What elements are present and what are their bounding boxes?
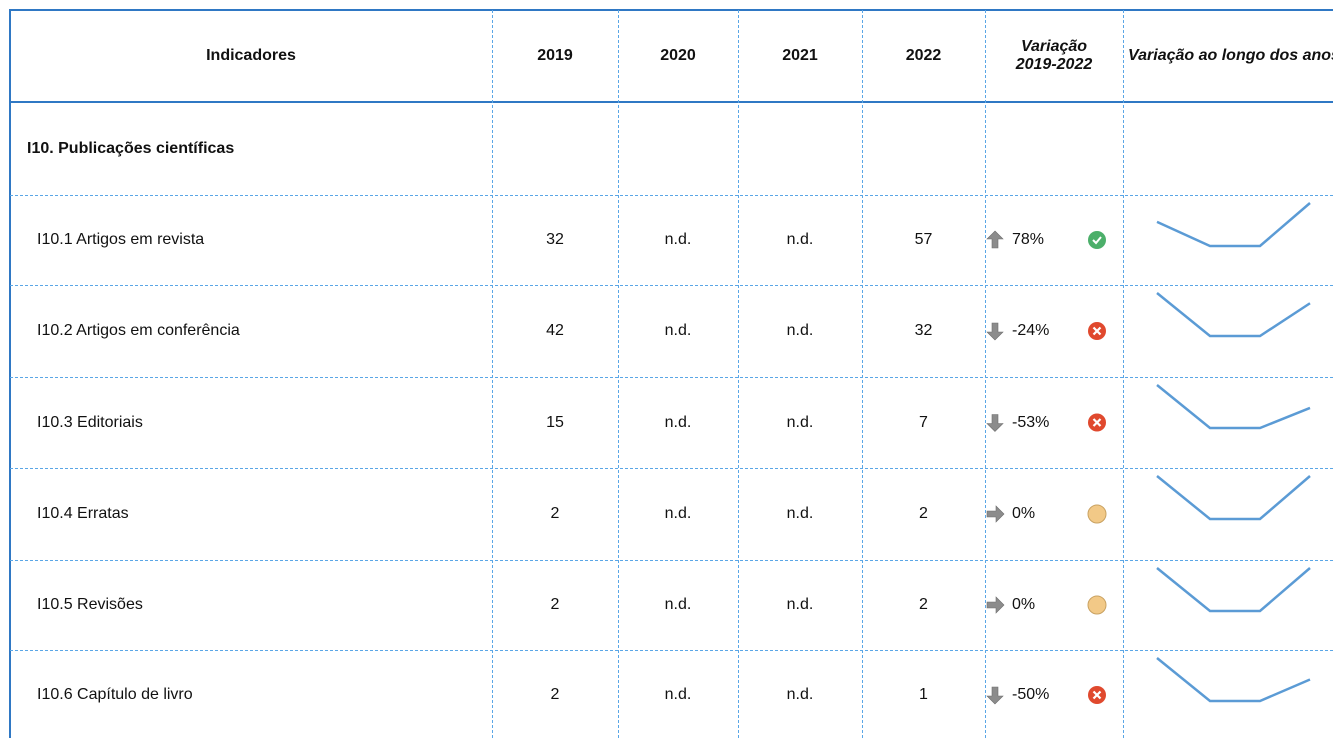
value-cell: 2 [919, 505, 928, 522]
value-cell: n.d. [786, 596, 814, 613]
column-divider [985, 10, 986, 738]
row-label: I10.4 Erratas [37, 505, 129, 522]
value-cell: 42 [546, 322, 564, 339]
value-cell: 7 [919, 413, 928, 431]
column-divider [862, 10, 863, 738]
value-cell: n.d. [664, 505, 692, 522]
column-divider [618, 10, 619, 738]
value-cell: n.d. [786, 231, 814, 248]
arrow-shape [986, 686, 1004, 705]
row-divider [10, 650, 1333, 651]
check [1092, 236, 1102, 245]
variation-label: 78% [1012, 231, 1045, 248]
column-divider [1123, 10, 1124, 738]
variation-label: 0% [1012, 505, 1036, 522]
header-cell: 2019 [537, 47, 573, 64]
cross [1092, 690, 1102, 700]
column-divider [738, 10, 739, 738]
row-divider [10, 285, 1333, 286]
value-cell: 2 [919, 596, 928, 613]
status-good [1088, 231, 1106, 249]
arrow-shape [986, 230, 1004, 249]
value-cell: n.d. [786, 505, 814, 522]
value-cell: 2 [550, 505, 560, 522]
row-label: I10.6 Capítulo de livro [37, 686, 193, 703]
value-cell: 2 [550, 596, 560, 613]
header-bottom-border [9, 101, 1333, 103]
trend-arrow [986, 322, 1004, 341]
sparkline [1156, 384, 1311, 430]
value-cell: n.d. [664, 413, 692, 431]
sparkline [1156, 202, 1311, 248]
value-cell: 2 [550, 686, 560, 703]
row-label: I10.1 Artigos em revista [37, 231, 205, 248]
header-cell: 2022 [905, 47, 942, 64]
arrow-shape [986, 596, 1005, 614]
cross [1092, 418, 1102, 427]
value-cell: n.d. [786, 413, 814, 431]
value-cell: n.d. [786, 322, 814, 339]
value-cell: 32 [914, 322, 933, 339]
value-cell: 57 [914, 231, 933, 248]
trend-arrow [986, 686, 1004, 705]
trend-arrow [986, 414, 1004, 432]
arrow-shape [986, 414, 1004, 432]
row-divider [10, 195, 1333, 196]
value-cell: n.d. [664, 231, 692, 248]
value-cell: n.d. [786, 686, 814, 703]
status-neutral [1087, 595, 1107, 615]
arrow-shape [986, 505, 1005, 523]
outer-top-border [9, 9, 1333, 11]
trend-arrow [986, 230, 1004, 249]
value-cell: n.d. [664, 596, 692, 613]
row-divider [10, 468, 1333, 469]
cross [1092, 326, 1102, 336]
value-cell: n.d. [664, 322, 692, 339]
value-cell: 15 [546, 413, 564, 431]
arrow-shape [986, 322, 1004, 341]
value-cell: 32 [546, 231, 564, 248]
sparkline [1156, 657, 1311, 703]
variation-label: 0% [1012, 596, 1036, 613]
outer-left-border [9, 9, 11, 738]
sparkline [1156, 475, 1311, 521]
trend-arrow [986, 505, 1005, 523]
row-divider [10, 377, 1333, 378]
column-divider [492, 10, 493, 738]
status-neutral [1087, 504, 1107, 524]
row-label: I10.5 Revisões [37, 596, 143, 613]
header-cell: Variação 2019-2022 [1015, 38, 1093, 73]
section-label: I10. Publicações científicas [27, 139, 235, 157]
variation-label: -53% [1012, 413, 1050, 431]
header-cell: 2021 [782, 47, 818, 64]
header-cell: Variação ao longo dos anos [1128, 47, 1333, 64]
header-cell: 2020 [660, 47, 696, 64]
sparkline [1156, 567, 1311, 613]
variation-label: -50% [1012, 686, 1050, 703]
variation-label: -24% [1012, 322, 1050, 339]
header-cell: Indicadores [206, 47, 296, 64]
sparkline [1156, 292, 1311, 338]
row-label: I10.3 Editoriais [37, 413, 143, 431]
trend-arrow [986, 596, 1005, 614]
row-divider [10, 560, 1333, 561]
row-label: I10.2 Artigos em conferência [37, 322, 240, 339]
value-cell: n.d. [664, 686, 692, 703]
value-cell: 1 [919, 686, 928, 703]
